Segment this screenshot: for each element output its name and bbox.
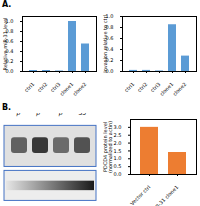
svg-text:ctrl2: ctrl2: [136, 81, 148, 93]
svg-text:ctrl1: ctrl1: [23, 81, 35, 93]
svg-text:Vector ctrl: Vector ctrl: [129, 184, 151, 206]
svg-text:1.0: 1.0: [5, 18, 14, 25]
svg-text:0.6: 0.6: [105, 35, 114, 42]
svg-text:2.5: 2.5: [114, 132, 122, 138]
svg-text:ctrl3: ctrl3: [49, 80, 62, 94]
svg-text:1.0: 1.0: [105, 13, 114, 20]
svg-text:0.4: 0.4: [105, 46, 114, 53]
svg-text:0.0: 0.0: [114, 171, 122, 177]
svg-text:pᶠ: pᶠ: [58, 113, 65, 117]
svg-text:0.8: 0.8: [105, 24, 114, 31]
svg-text:Invasion relative to ctrl: Invasion relative to ctrl: [102, 15, 108, 73]
svg-text:0.2: 0.2: [105, 57, 114, 64]
svg-text:p¹¹: p¹¹: [35, 113, 45, 117]
svg-text:3.0: 3.0: [114, 124, 122, 130]
svg-text:0.8: 0.8: [5, 28, 14, 35]
svg-text:clone1: clone1: [158, 80, 175, 97]
html-text:A.: A.: [2, 0, 12, 9]
svg-text:ctrl2: ctrl2: [36, 81, 48, 93]
svg-text:clone2: clone2: [71, 81, 87, 97]
svg-text:35: 35: [79, 113, 87, 116]
svg-text:0.0: 0.0: [5, 68, 14, 75]
svg-text:p⁰: p⁰: [15, 113, 23, 117]
svg-text:miR-31 clone1: miR-31 clone1: [150, 184, 180, 206]
html-text:B.: B.: [2, 103, 12, 112]
svg-text:clone1: clone1: [58, 80, 75, 97]
svg-text:2.0: 2.0: [114, 140, 122, 146]
svg-text:0.4: 0.4: [5, 48, 14, 55]
svg-text:0.6: 0.6: [5, 38, 14, 45]
svg-text:1.5: 1.5: [114, 148, 122, 154]
svg-text:1.0: 1.0: [114, 155, 122, 161]
svg-text:ctrl3: ctrl3: [149, 80, 162, 94]
svg-text:0.2: 0.2: [5, 58, 14, 65]
svg-text:ctrl1: ctrl1: [123, 81, 135, 93]
svg-text:0.0: 0.0: [105, 68, 114, 75]
svg-text:PDCD4 protein level(normalized: PDCD4 protein level(normalized to actin): [102, 121, 113, 173]
svg-text:Relative miR-31 level: Relative miR-31 level: [2, 18, 8, 71]
svg-text:clone2: clone2: [171, 81, 187, 97]
svg-text:0.5: 0.5: [114, 163, 122, 169]
